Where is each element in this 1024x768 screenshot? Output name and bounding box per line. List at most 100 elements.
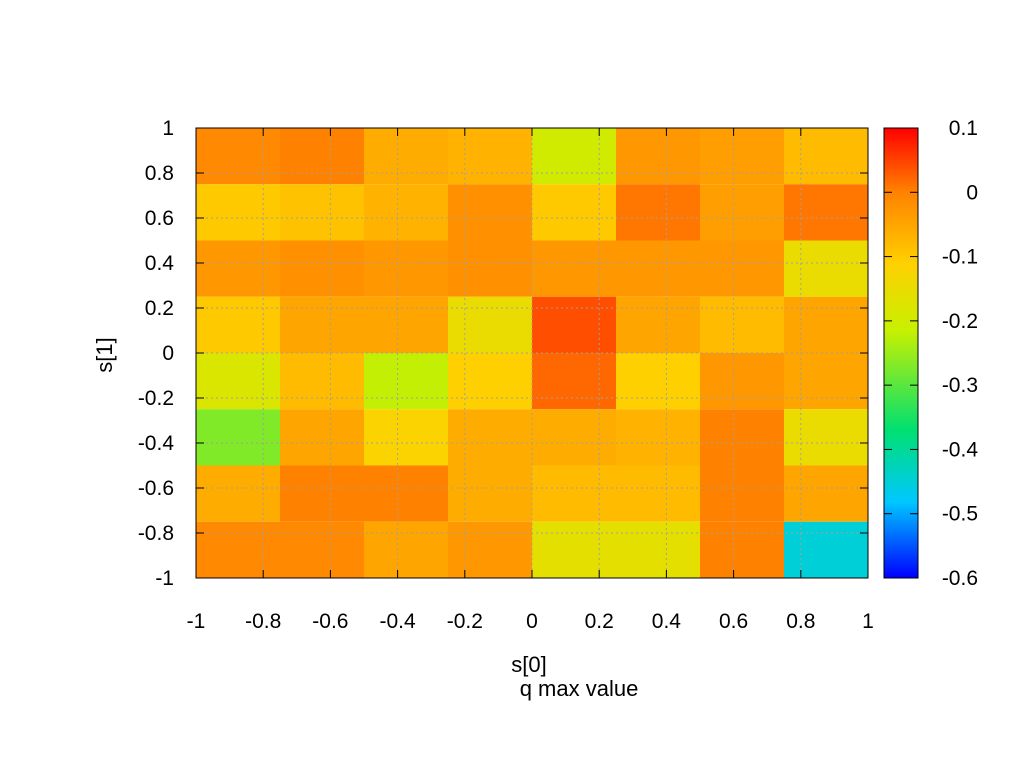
heatmap-cell bbox=[784, 296, 868, 353]
y-tick-label: -0.8 bbox=[138, 522, 174, 545]
heatmap-cell bbox=[448, 296, 532, 353]
heatmap-cell bbox=[700, 184, 784, 241]
heatmap-cell bbox=[784, 465, 868, 522]
heatmap-cell bbox=[196, 521, 280, 578]
x-tick-label: 0.6 bbox=[719, 610, 748, 633]
x-tick-label: -0.8 bbox=[245, 610, 281, 633]
x-tick-label: 0.4 bbox=[652, 610, 682, 633]
heatmap-cell bbox=[196, 240, 280, 297]
colorbar-tick-label: 0 bbox=[966, 181, 978, 204]
heatmap-cell bbox=[616, 465, 700, 522]
heatmap-cell bbox=[364, 240, 448, 297]
heatmap-cell bbox=[280, 409, 364, 466]
heatmap-cell bbox=[532, 465, 616, 522]
y-axis-ticks: 1 0.8 0.6 0.4 0.2 0 -0.2 -0.4 -0.6 -0.8 -1 bbox=[138, 117, 868, 590]
x-axis-ticks: -1 -0.8 -0.6 -0.4 -0.2 0 0.2 0.4 0.6 0.8 1 bbox=[187, 128, 874, 633]
heatmap-cell bbox=[700, 521, 784, 578]
heatmap-cell bbox=[280, 184, 364, 241]
heatmap-cell bbox=[700, 128, 784, 185]
heatmap-cell bbox=[364, 521, 448, 578]
heatmap-cell bbox=[700, 240, 784, 297]
heatmap-cell bbox=[784, 128, 868, 185]
y-tick-label: 0.6 bbox=[145, 207, 174, 230]
heatmap-cell bbox=[364, 184, 448, 241]
y-tick-label: -1 bbox=[155, 567, 174, 590]
heatmap-cell bbox=[532, 409, 616, 466]
heatmap-cell bbox=[364, 465, 448, 522]
heatmap-cell bbox=[784, 184, 868, 241]
x-tick-label: -0.4 bbox=[380, 610, 417, 633]
heatmap-cell bbox=[700, 465, 784, 522]
heatmap-cell bbox=[448, 128, 532, 185]
y-tick-label: 0.8 bbox=[145, 162, 174, 185]
heatmap-cell bbox=[448, 184, 532, 241]
y-tick-label: 0.2 bbox=[145, 297, 174, 320]
colorbar-tick-label: -0.1 bbox=[942, 246, 978, 269]
heatmap-cell bbox=[280, 296, 364, 353]
y-tick-label: -0.4 bbox=[138, 432, 175, 455]
y-axis-label: s[1] bbox=[92, 337, 117, 372]
heatmap-cell bbox=[532, 353, 616, 410]
y-tick-label: 1 bbox=[162, 117, 174, 140]
x-axis-label: s[0] bbox=[511, 652, 546, 677]
heatmap-cell bbox=[448, 465, 532, 522]
heatmap-cell bbox=[280, 353, 364, 410]
heatmap-cell bbox=[280, 521, 364, 578]
heatmap-cell bbox=[616, 128, 700, 185]
heatmap-cell bbox=[784, 240, 868, 297]
heatmap-cell bbox=[784, 521, 868, 578]
colorbar bbox=[883, 127, 919, 579]
heatmap-cell bbox=[784, 409, 868, 466]
heatmap-cell bbox=[364, 409, 448, 466]
heatmap-cell bbox=[616, 184, 700, 241]
x-tick-label: 0.8 bbox=[786, 610, 815, 633]
heatmap-cell bbox=[196, 353, 280, 410]
heatmap-cell bbox=[616, 521, 700, 578]
heatmap-cell bbox=[700, 296, 784, 353]
x-tick-label: 0.2 bbox=[585, 610, 614, 633]
heatmap-cell bbox=[448, 521, 532, 578]
colorbar-tick-label: -0.6 bbox=[942, 567, 978, 590]
heatmap-cell bbox=[280, 240, 364, 297]
heatmap-cell bbox=[616, 240, 700, 297]
heatmap-cell bbox=[532, 521, 616, 578]
heatmap-cell bbox=[196, 409, 280, 466]
heatmap-cell bbox=[700, 353, 784, 410]
grid-lines bbox=[196, 128, 868, 578]
heatmap-cells bbox=[196, 128, 868, 578]
chart-title: q max value bbox=[520, 676, 639, 701]
heatmap-cell bbox=[616, 353, 700, 410]
heatmap-cell bbox=[700, 409, 784, 466]
colorbar-ticks: 0.1 0 -0.1 -0.2 -0.3 -0.4 -0.5 -0.6 bbox=[884, 117, 978, 590]
x-tick-label: -1 bbox=[187, 610, 206, 633]
colorbar-tick-label: -0.3 bbox=[942, 374, 978, 397]
y-tick-label: -0.6 bbox=[138, 477, 174, 500]
y-tick-label: -0.2 bbox=[138, 387, 174, 410]
heatmap-cell bbox=[532, 240, 616, 297]
heatmap-cell bbox=[448, 353, 532, 410]
colorbar-tick-label: 0.1 bbox=[949, 117, 978, 140]
heatmap-cell bbox=[196, 465, 280, 522]
x-tick-label: 0 bbox=[526, 610, 538, 633]
heatmap-cell bbox=[196, 296, 280, 353]
colorbar-tick-label: -0.4 bbox=[942, 438, 979, 461]
x-tick-label: -0.6 bbox=[312, 610, 348, 633]
heatmap-cell bbox=[532, 184, 616, 241]
x-tick-label: -0.2 bbox=[447, 610, 483, 633]
y-tick-label: 0.4 bbox=[145, 252, 175, 275]
heatmap-cell bbox=[532, 128, 616, 185]
heatmap-cell bbox=[448, 240, 532, 297]
heatmap-cell bbox=[364, 296, 448, 353]
heatmap-cell bbox=[616, 296, 700, 353]
heatmap-cell bbox=[532, 296, 616, 353]
y-tick-label: 0 bbox=[162, 342, 174, 365]
colorbar-tick-label: -0.2 bbox=[942, 310, 978, 333]
heatmap-cell bbox=[280, 128, 364, 185]
x-tick-label: 1 bbox=[862, 610, 874, 633]
colorbar-tick-label: -0.5 bbox=[942, 503, 978, 526]
heatmap-cell bbox=[196, 184, 280, 241]
heatmap-cell bbox=[196, 128, 280, 185]
heatmap-cell bbox=[364, 353, 448, 410]
heatmap-cell bbox=[280, 465, 364, 522]
